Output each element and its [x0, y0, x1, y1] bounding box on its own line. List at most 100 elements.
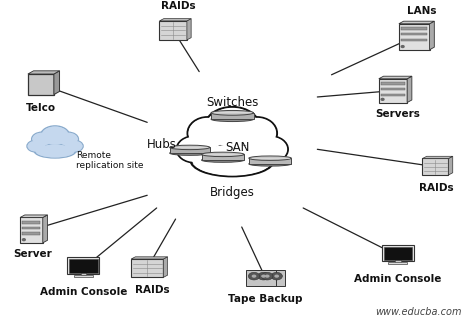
- Ellipse shape: [177, 137, 212, 162]
- Ellipse shape: [64, 140, 83, 152]
- Bar: [379, 79, 407, 103]
- Bar: [401, 38, 427, 41]
- Text: www.educba.com: www.educba.com: [375, 307, 462, 318]
- Bar: [131, 259, 163, 277]
- Bar: [388, 262, 407, 264]
- Text: LANs: LANs: [407, 6, 436, 16]
- Text: Hubs: Hubs: [146, 138, 176, 151]
- Polygon shape: [429, 21, 434, 50]
- Bar: [69, 259, 98, 273]
- Polygon shape: [43, 215, 47, 243]
- Ellipse shape: [252, 136, 288, 162]
- Circle shape: [248, 272, 260, 280]
- Bar: [67, 258, 100, 274]
- Polygon shape: [163, 257, 167, 277]
- Ellipse shape: [40, 126, 70, 145]
- Bar: [382, 245, 414, 261]
- Circle shape: [262, 272, 273, 280]
- Ellipse shape: [192, 145, 272, 176]
- Polygon shape: [399, 21, 434, 24]
- Ellipse shape: [237, 117, 277, 149]
- Polygon shape: [54, 71, 60, 95]
- Polygon shape: [407, 76, 412, 103]
- Polygon shape: [422, 156, 453, 158]
- Bar: [401, 27, 427, 30]
- Ellipse shape: [65, 141, 82, 152]
- Bar: [81, 272, 86, 275]
- Ellipse shape: [201, 152, 244, 156]
- Bar: [383, 247, 412, 260]
- Polygon shape: [159, 19, 191, 21]
- Text: Tape Backup: Tape Backup: [228, 294, 302, 304]
- Polygon shape: [28, 71, 60, 74]
- Ellipse shape: [201, 158, 244, 162]
- Polygon shape: [448, 156, 453, 175]
- Ellipse shape: [58, 133, 78, 146]
- Ellipse shape: [211, 117, 254, 122]
- Ellipse shape: [34, 144, 76, 158]
- Bar: [22, 227, 40, 229]
- Ellipse shape: [32, 133, 52, 146]
- Bar: [22, 232, 40, 235]
- Text: Servers: Servers: [375, 109, 420, 119]
- Ellipse shape: [211, 111, 254, 115]
- Text: Switches: Switches: [206, 96, 258, 109]
- Polygon shape: [379, 76, 412, 79]
- Ellipse shape: [170, 145, 210, 150]
- Text: Bridges: Bridges: [210, 185, 255, 199]
- Bar: [381, 94, 405, 96]
- Circle shape: [271, 272, 283, 280]
- Bar: [381, 88, 405, 91]
- Text: Telco: Telco: [26, 103, 56, 113]
- Ellipse shape: [27, 141, 45, 152]
- Ellipse shape: [206, 108, 259, 147]
- Ellipse shape: [238, 118, 276, 149]
- Polygon shape: [20, 215, 47, 217]
- Bar: [381, 82, 405, 85]
- Circle shape: [252, 274, 256, 278]
- Ellipse shape: [32, 132, 53, 146]
- Polygon shape: [187, 19, 191, 40]
- Ellipse shape: [253, 137, 287, 162]
- Ellipse shape: [177, 136, 212, 162]
- Bar: [401, 33, 427, 36]
- Ellipse shape: [41, 126, 69, 145]
- Text: Server: Server: [13, 248, 52, 259]
- Ellipse shape: [58, 132, 78, 146]
- Bar: [395, 259, 401, 262]
- Circle shape: [381, 98, 384, 100]
- Circle shape: [258, 272, 269, 280]
- Circle shape: [22, 239, 25, 241]
- Ellipse shape: [249, 156, 292, 160]
- Bar: [399, 24, 429, 50]
- Bar: [159, 21, 187, 40]
- Polygon shape: [170, 147, 210, 153]
- Ellipse shape: [188, 117, 228, 149]
- Circle shape: [265, 274, 270, 278]
- Bar: [255, 270, 285, 286]
- Text: RAIDs: RAIDs: [135, 285, 169, 295]
- Polygon shape: [249, 158, 292, 164]
- Ellipse shape: [36, 144, 74, 157]
- Bar: [246, 270, 276, 286]
- Polygon shape: [211, 113, 254, 119]
- Text: RAIDs: RAIDs: [161, 1, 195, 11]
- Ellipse shape: [27, 140, 46, 152]
- Bar: [20, 217, 43, 243]
- Circle shape: [401, 46, 404, 48]
- Ellipse shape: [204, 107, 260, 148]
- Circle shape: [274, 274, 279, 278]
- Polygon shape: [201, 155, 244, 160]
- Bar: [22, 221, 40, 224]
- Text: Admin Console: Admin Console: [354, 274, 441, 284]
- Text: SAN: SAN: [225, 141, 249, 154]
- Circle shape: [261, 274, 266, 278]
- Ellipse shape: [191, 144, 274, 176]
- Bar: [422, 158, 448, 175]
- Polygon shape: [131, 257, 167, 259]
- Ellipse shape: [249, 162, 292, 166]
- Text: Admin Console: Admin Console: [40, 287, 127, 297]
- Ellipse shape: [188, 118, 227, 149]
- Text: Remote
replication site: Remote replication site: [76, 151, 144, 170]
- Text: RAIDs: RAIDs: [419, 183, 454, 193]
